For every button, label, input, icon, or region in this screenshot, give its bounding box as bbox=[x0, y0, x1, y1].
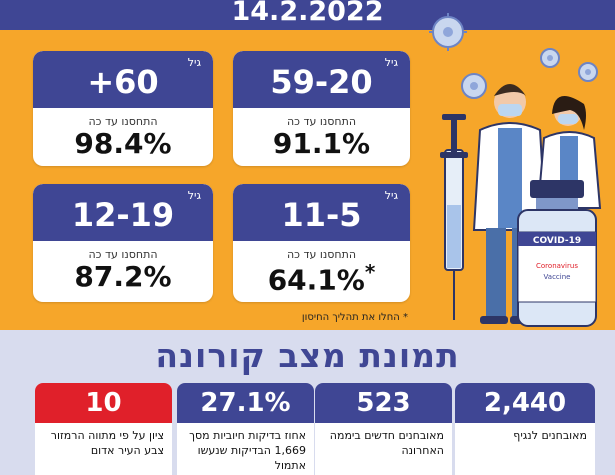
virus-icon bbox=[461, 73, 487, 99]
card-header bbox=[233, 51, 410, 108]
card-header bbox=[33, 184, 213, 241]
age-range: 12-19 bbox=[71, 196, 175, 234]
age-range: +60 bbox=[87, 63, 159, 101]
vaccinated-percent: 64.1%* bbox=[233, 260, 410, 296]
date-text: 14.2.2022 bbox=[231, 0, 384, 27]
age-unit: גיל bbox=[384, 189, 398, 202]
date-bar: 14.2.2022 bbox=[0, 0, 615, 30]
stat-header bbox=[455, 383, 595, 423]
vaccinated-label: התחסנו עד כה bbox=[88, 248, 158, 261]
footnote: * החלו את תהליך החיסון bbox=[301, 312, 408, 323]
stat-value: 10 bbox=[85, 388, 122, 418]
stat-new-cases: 523 מאובחנים חדשים ביממה האחרונה bbox=[315, 383, 452, 475]
age-unit: גיל bbox=[187, 189, 201, 202]
vial-line2: Vaccine bbox=[544, 273, 571, 281]
card-header bbox=[233, 184, 410, 241]
vial-line1: Coronavirus bbox=[536, 262, 578, 270]
vial-brand: COVID-19 bbox=[533, 236, 581, 246]
card-age-20-59: גיל 59-20 התחסנו עד כה 91.1% bbox=[233, 51, 410, 166]
vaccinated-percent: 98.4% bbox=[74, 127, 172, 160]
stat-label: ציון על פי מתווה הרמזור צבע העיר אדום bbox=[50, 429, 164, 457]
stat-value: 2,440 bbox=[483, 388, 567, 418]
age-unit: גיל bbox=[384, 56, 398, 69]
card-age-12-19: גיל 12-19 התחסנו עד כה 87.2% bbox=[33, 184, 213, 302]
stat-header bbox=[315, 383, 452, 423]
footnote-star: * bbox=[364, 260, 376, 284]
syringe-icon bbox=[440, 114, 468, 320]
age-range: 11-5 bbox=[281, 196, 362, 234]
age-unit: גיל bbox=[187, 56, 201, 69]
section-title: תמונת מצב קורונה bbox=[155, 336, 460, 375]
card-age-60-plus: גיל +60 התחסנו עד כה 98.4% bbox=[33, 51, 213, 166]
stat-traffic-light-score: 10 ציון על פי מתווה הרמזור צבע העיר אדום bbox=[35, 383, 172, 475]
virus-icon bbox=[578, 62, 598, 82]
stat-value: 523 bbox=[356, 388, 411, 418]
stat-value: 27.1% bbox=[200, 388, 291, 418]
vaccinated-percent: 91.1% bbox=[272, 127, 371, 160]
card-header bbox=[33, 51, 213, 108]
age-range: 59-20 bbox=[270, 63, 373, 101]
vaccinated-label: התחסנו עד כה bbox=[88, 115, 158, 128]
percent-value: 64.1% bbox=[267, 263, 365, 297]
stat-label: אחוז בדיקות חיוביות מסך 1,669 הבדיקות שנ… bbox=[189, 429, 306, 472]
stat-total-cases: 2,440 מאובחנים לנגיף bbox=[455, 383, 595, 475]
stat-header bbox=[35, 383, 172, 423]
vaccinated-percent: 87.2% bbox=[74, 260, 172, 293]
card-age-5-11: גיל 11-5 התחסנו עד כה 64.1%* bbox=[233, 184, 410, 302]
stat-label: מאובחנים לנגיף bbox=[513, 429, 587, 442]
doctors-vaccine-illustration: COVID-19 Coronavirus Vaccine bbox=[429, 13, 602, 327]
virus-icon bbox=[429, 13, 467, 51]
stat-positive-tests: 27.1% אחוז בדיקות חיוביות מסך 1,669 הבדי… bbox=[177, 383, 314, 475]
vaccinated-label: התחסנו עד כה bbox=[286, 248, 357, 261]
stat-label: מאובחנים חדשים ביממה האחרונה bbox=[329, 429, 444, 457]
stat-header bbox=[177, 383, 314, 423]
virus-icon bbox=[540, 48, 560, 68]
vaccine-vial-icon: COVID-19 Coronavirus Vaccine bbox=[517, 180, 597, 327]
vaccinated-label: התחסנו עד כה bbox=[286, 115, 357, 128]
